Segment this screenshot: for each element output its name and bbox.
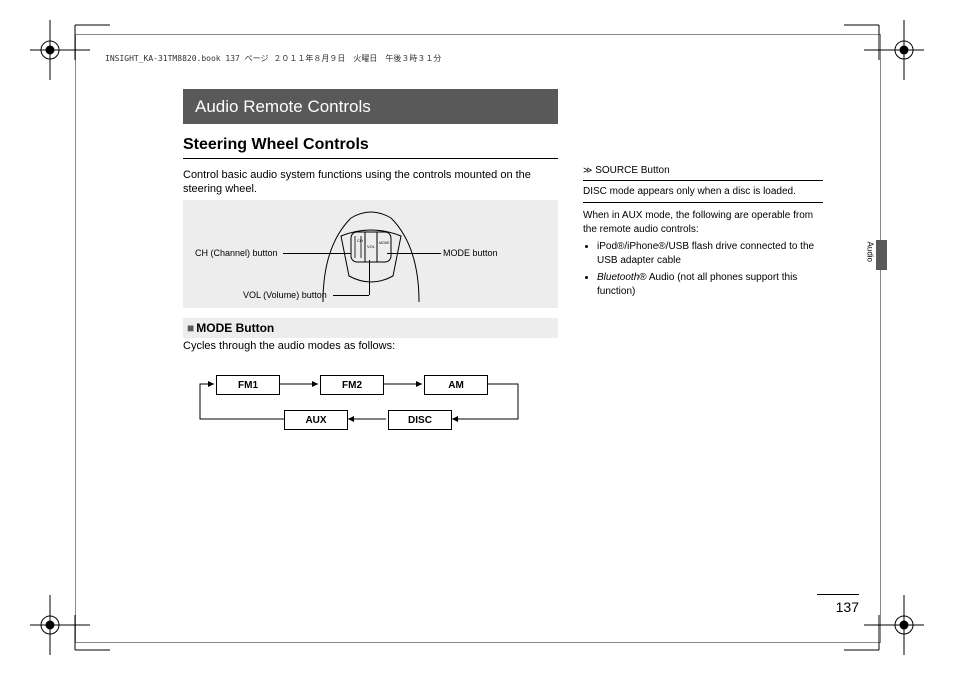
disc-note: DISC mode appears only when a disc is lo… <box>583 185 823 204</box>
leader-line <box>283 253 351 254</box>
page-number: 137 <box>836 599 859 615</box>
section-tab <box>876 240 887 270</box>
print-header: INSIGHT_KA-31TM8820.book 137 ページ ２０１１年８月… <box>105 53 441 64</box>
flow-node-am: AM <box>424 375 488 395</box>
subsection-heading: ■MODE Button <box>183 318 558 338</box>
manicule-icon: ≫ <box>583 165 592 175</box>
label-ch-button: CH (Channel) button <box>195 248 278 258</box>
aux-list: iPod®/iPhone®/USB flash drive connected … <box>583 240 823 298</box>
mode-cycle-diagram: FM1 FM2 AM AUX DISC <box>200 370 540 440</box>
note-heading-text: SOURCE Button <box>595 165 669 176</box>
leader-line <box>387 253 441 254</box>
flow-node-fm1: FM1 <box>216 375 280 395</box>
steering-wheel-diagram: CH VOL MODE CH (Channel) button MODE but… <box>183 200 558 308</box>
steering-wheel-illustration: CH VOL MODE <box>321 206 421 302</box>
section-tab-label: Audio <box>865 242 874 262</box>
svg-text:MODE: MODE <box>379 241 390 245</box>
page-number-rule <box>817 594 859 595</box>
cycle-description: Cycles through the audio modes as follow… <box>183 340 395 352</box>
flow-node-aux: AUX <box>284 410 348 430</box>
flow-node-disc: DISC <box>388 410 452 430</box>
square-marker-icon: ■ <box>187 321 194 335</box>
svg-text:CH: CH <box>357 238 363 243</box>
aux-intro: When in AUX mode, the following are oper… <box>583 209 823 236</box>
section-heading: Steering Wheel Controls <box>183 136 558 159</box>
label-mode-button: MODE button <box>443 248 498 258</box>
page-frame <box>75 34 881 643</box>
flow-node-fm2: FM2 <box>320 375 384 395</box>
note-heading: ≫ SOURCE Button <box>583 164 823 181</box>
leader-line <box>333 295 369 296</box>
bluetooth-word: Bluetooth <box>597 272 639 283</box>
svg-text:VOL: VOL <box>367 244 376 249</box>
subsection-title: MODE Button <box>196 321 274 335</box>
side-notes: ≫ SOURCE Button DISC mode appears only w… <box>583 164 823 302</box>
label-vol-button: VOL (Volume) button <box>243 290 327 300</box>
list-item: Bluetooth® Audio (not all phones support… <box>597 271 823 298</box>
chapter-title-bar: Audio Remote Controls <box>183 89 558 124</box>
leader-line <box>369 260 370 295</box>
list-item: iPod®/iPhone®/USB flash drive connected … <box>597 240 823 267</box>
intro-paragraph: Control basic audio system functions usi… <box>183 168 558 197</box>
chapter-title: Audio Remote Controls <box>195 97 371 117</box>
